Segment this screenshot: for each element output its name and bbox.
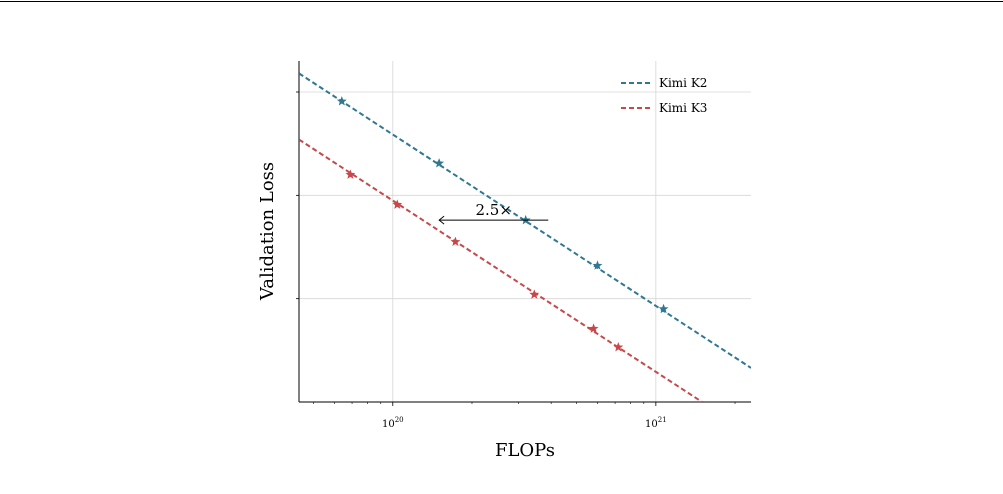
point-kimi-k3-2	[450, 236, 461, 247]
x-tick-label-0: 1020	[382, 416, 404, 430]
point-kimi-k3-0	[345, 169, 356, 179]
point-kimi-k2-3	[592, 260, 603, 270]
top-rule	[0, 1, 1003, 2]
x-tick-label-1: 1021	[645, 416, 667, 430]
point-kimi-k3-3	[529, 289, 540, 299]
legend: Kimi K2 Kimi K3	[621, 76, 707, 115]
x-axis-title: FLOPs	[495, 440, 555, 461]
fit-line-kimi-k2	[299, 72, 751, 369]
fit-line-kimi-k3	[299, 138, 703, 402]
data-points	[336, 96, 669, 352]
point-kimi-k2-0	[336, 96, 347, 106]
legend-label-kimi-k2: Kimi K2	[659, 76, 707, 90]
y-axis-title: Validation Loss	[257, 162, 278, 301]
point-kimi-k3-5	[613, 342, 624, 352]
annotation-text-0: 2.5×	[475, 201, 511, 219]
point-kimi-k2-4	[658, 303, 669, 314]
point-kimi-k2-2	[520, 214, 531, 225]
axes: 1020 1021	[296, 61, 751, 430]
annotations: 2.5×	[438, 201, 549, 225]
point-kimi-k3-1	[392, 199, 403, 209]
point-kimi-k3-4	[588, 323, 599, 333]
legend-label-kimi-k3: Kimi K3	[659, 101, 707, 115]
grid	[299, 61, 751, 402]
point-kimi-k2-1	[434, 158, 445, 168]
annotation-arrow-head-0	[438, 215, 445, 225]
fit-lines	[299, 72, 751, 402]
